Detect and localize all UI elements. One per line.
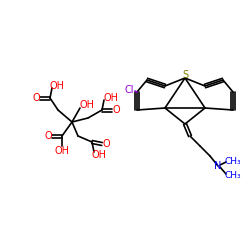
Text: O: O xyxy=(112,105,120,115)
Text: S: S xyxy=(182,70,188,80)
Text: O: O xyxy=(102,139,110,149)
Text: CH₃: CH₃ xyxy=(225,156,241,166)
Text: OH: OH xyxy=(54,146,70,156)
Text: CH₃: CH₃ xyxy=(225,170,241,179)
Text: Cl: Cl xyxy=(124,85,134,95)
Text: OH: OH xyxy=(92,150,106,160)
Text: OH: OH xyxy=(50,81,64,91)
Text: O: O xyxy=(32,93,40,103)
Text: N: N xyxy=(214,161,222,171)
Text: O: O xyxy=(44,131,52,141)
Text: OH: OH xyxy=(104,93,118,103)
Text: OH: OH xyxy=(80,100,94,110)
